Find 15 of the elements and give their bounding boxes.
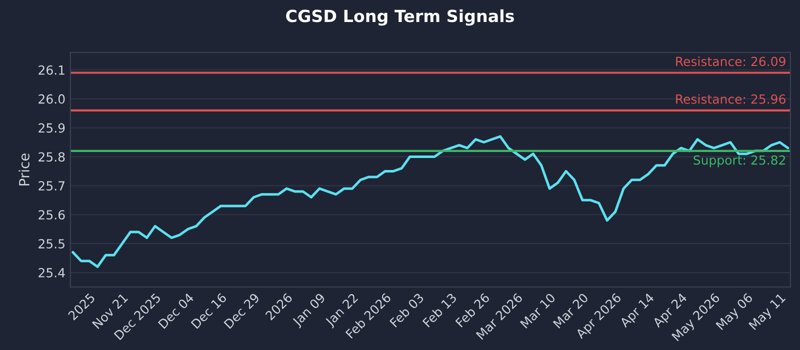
x-tick-label: Jan 09 bbox=[291, 292, 328, 328]
y-tick-label: 26.1 bbox=[38, 65, 64, 75]
y-tick-label: 25.5 bbox=[38, 239, 64, 248]
y-tick-label: 26.0 bbox=[38, 94, 65, 104]
y-tick-label: 25.8 bbox=[38, 152, 65, 162]
y-tick-label: 25.7 bbox=[38, 181, 64, 191]
line-series bbox=[72, 135, 790, 268]
ref-line-label: Resistance: 25.96 bbox=[676, 94, 786, 104]
y-tick-label: 25.4 bbox=[38, 268, 65, 278]
chart-title: CGSD Long Term Signals bbox=[286, 9, 514, 26]
y-axis-title: Price bbox=[18, 154, 30, 186]
ref-line-label: Support: 25.82 bbox=[694, 155, 785, 168]
y-tick-label: 25.9 bbox=[38, 123, 65, 133]
ref-line-label: Resistance: 26.09 bbox=[676, 56, 786, 66]
y-tick-label: 25.6 bbox=[38, 210, 65, 220]
